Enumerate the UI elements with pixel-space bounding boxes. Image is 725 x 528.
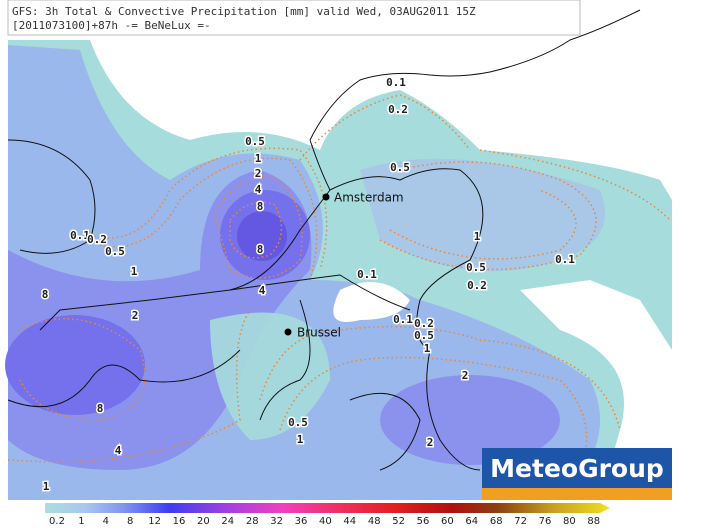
- contour-label: 0.1: [386, 76, 406, 89]
- header-line: [2011073100]+87h -= BeNeLux =-: [12, 19, 211, 32]
- contour-label: 4: [255, 183, 262, 196]
- logo: MeteoGroup: [482, 448, 672, 500]
- colorbar-label: 60: [441, 516, 454, 527]
- colorbar-label: 64: [465, 516, 478, 527]
- colorbar-label: 56: [417, 516, 430, 527]
- contour-label: 1: [297, 433, 304, 446]
- contour-label: 8: [97, 402, 104, 415]
- colorbar-label: 28: [246, 516, 259, 527]
- precip-field: [5, 0, 672, 500]
- contour-label: 8: [257, 243, 264, 256]
- contour-label: 0.2: [87, 233, 107, 246]
- colorbar-label: 1: [78, 516, 84, 527]
- contour-label: 0.1: [393, 313, 413, 326]
- colorbar-label: 8: [127, 516, 133, 527]
- colorbar-label: 40: [319, 516, 332, 527]
- colorbar: [45, 503, 610, 513]
- contour-label: 0.2: [388, 103, 408, 116]
- colorbar-label: 16: [173, 516, 186, 527]
- contour-label: 0.5: [414, 329, 434, 342]
- contour-label: 0.2: [467, 279, 487, 292]
- contour-label: 0.5: [390, 161, 410, 174]
- header-box: [7, 0, 581, 36]
- colorbar-label: 76: [539, 516, 552, 527]
- colorbar-label: 20: [197, 516, 210, 527]
- colorbar-labels: 0.2 1 4 8 12 16 20 24 28 32 36 40 44 48 52 56 60 64 68 72 76…: [49, 516, 600, 527]
- contour-label: 2: [255, 167, 262, 180]
- contour-label: 0.5: [466, 261, 486, 274]
- colorbar-label: 88: [587, 516, 600, 527]
- colorbar-label: 68: [490, 516, 503, 527]
- logo-text: MeteoGroup: [490, 454, 664, 483]
- colorbar-label: 0.2: [49, 516, 65, 527]
- contour-label: 0.1: [357, 268, 377, 281]
- contour-label: 2: [132, 309, 139, 322]
- contour-label: 2: [427, 436, 434, 449]
- contour-label: 0.2: [414, 317, 434, 330]
- colorbar-label: 36: [295, 516, 308, 527]
- contour-label: 1: [255, 152, 262, 165]
- contour-label: 0.1: [555, 253, 575, 266]
- colorbar-label: 32: [270, 516, 283, 527]
- city-dot: [284, 328, 292, 336]
- contour-labels: 0.10.2 0.51 24 88 0.51 0.50.2 0.10.1 0.2…: [40, 75, 577, 495]
- contour-label: 8: [42, 288, 49, 301]
- colorbar-label: 44: [343, 516, 356, 527]
- contours: [7, 94, 671, 471]
- city-label: Amsterdam: [334, 191, 404, 205]
- contour-label: 1: [474, 230, 481, 243]
- colorbar-label: 48: [368, 516, 381, 527]
- contour-label: 1: [424, 342, 431, 355]
- colorbar-label: 72: [514, 516, 527, 527]
- colorbar-label: 12: [148, 516, 161, 527]
- contour-label: 8: [257, 200, 264, 213]
- colorbar-label: 52: [392, 516, 405, 527]
- contour-label: 4: [259, 284, 266, 297]
- city-dot: [322, 193, 330, 201]
- contour-label: 2: [462, 369, 469, 382]
- header-line: GFS: 3h Total & Convective Precipitation…: [12, 5, 476, 18]
- contour-label: 0.5: [288, 416, 308, 429]
- colorbar-label: 24: [221, 516, 234, 527]
- contour-label: 0.1: [70, 229, 90, 242]
- contour-label: 1: [43, 480, 50, 493]
- contour-label: 0.5: [245, 135, 265, 148]
- colorbar-label: 4: [103, 516, 109, 527]
- contour-label: 4: [115, 444, 122, 457]
- colorbar-label: 80: [563, 516, 576, 527]
- borders: [7, 9, 641, 471]
- city-label: Brussel: [297, 326, 341, 340]
- contour-label: 1: [131, 265, 138, 278]
- contour-label: 0.5: [105, 245, 125, 258]
